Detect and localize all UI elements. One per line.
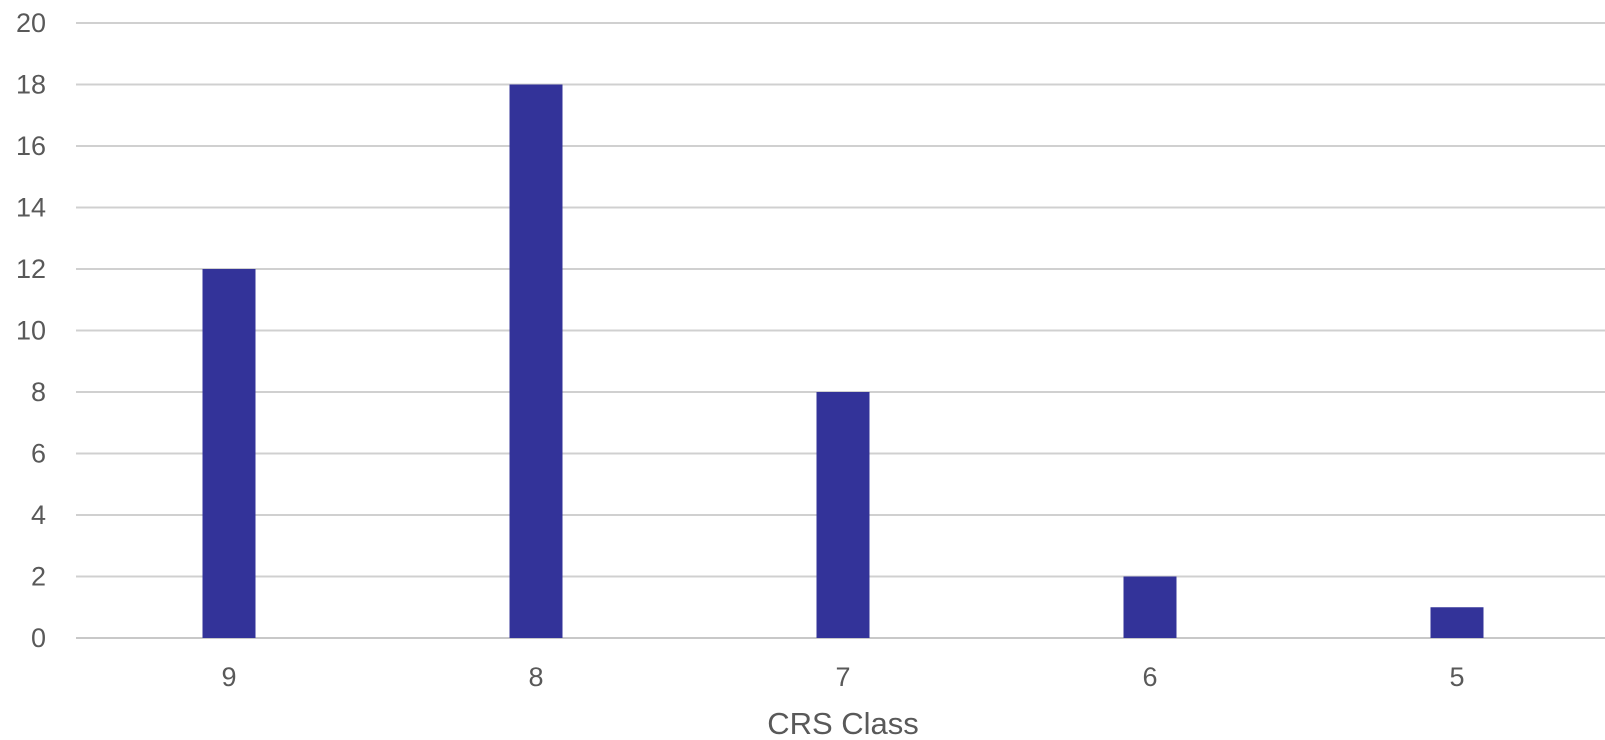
x-tick-label: 5: [1449, 662, 1464, 692]
bar: [1123, 576, 1177, 638]
y-tick-label: 16: [16, 131, 46, 161]
bar: [509, 84, 563, 638]
y-tick-label: 4: [31, 500, 46, 530]
x-tick-label: 9: [221, 662, 236, 692]
bar: [1430, 607, 1484, 638]
x-tick-label: 8: [528, 662, 543, 692]
y-tick-label: 18: [16, 70, 46, 100]
x-tick-label: 6: [1142, 662, 1157, 692]
y-tick-label: 8: [31, 377, 46, 407]
y-axis-ticks: 0 2 4 6 8 10 12 14 16 18 20: [16, 8, 46, 653]
x-axis-title: CRS Class: [767, 706, 919, 740]
bar: [816, 392, 870, 638]
y-tick-label: 12: [16, 254, 46, 284]
y-tick-label: 0: [31, 623, 46, 653]
bars: [202, 84, 1484, 638]
bar: [202, 269, 256, 638]
y-tick-label: 20: [16, 8, 46, 38]
x-axis-ticks: 9 8 7 6 5: [221, 662, 1464, 692]
y-tick-label: 14: [16, 193, 46, 223]
y-tick-label: 10: [16, 316, 46, 346]
y-tick-label: 2: [31, 562, 46, 592]
x-tick-label: 7: [835, 662, 850, 692]
y-tick-label: 6: [31, 439, 46, 469]
